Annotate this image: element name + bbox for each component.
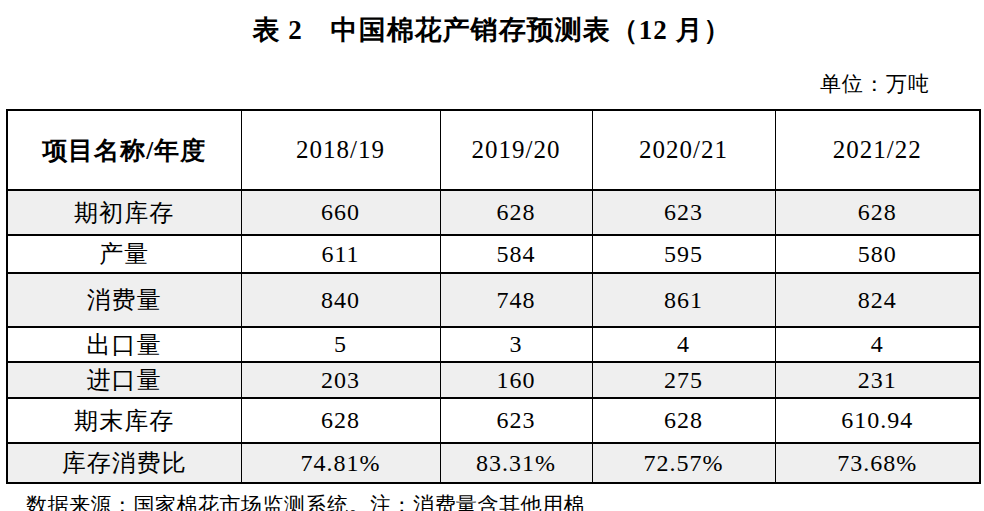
cell-value: 861 [592,273,775,327]
cell-value: 610.94 [775,398,980,443]
cell-value: 3 [440,327,592,362]
cell-value: 580 [775,235,980,273]
row-label: 期初库存 [7,190,241,235]
table-row-consumption: 消费量 840 748 861 824 [7,273,980,327]
table-row-exports: 出口量 5 3 4 4 [7,327,980,362]
cell-value: 628 [241,398,440,443]
table-row-beginning-stock: 期初库存 660 628 623 628 [7,190,980,235]
cell-value: 4 [592,327,775,362]
cell-value: 73.68% [775,443,980,483]
data-source-note: 数据来源：国家棉花市场监测系统。注：消费量含其他用棉 [0,491,984,511]
cell-value: 623 [592,190,775,235]
header-row: 项目名称/年度 2018/19 2019/20 2020/21 2021/22 [7,110,980,190]
unit-label: 单位：万吨 [0,70,984,98]
table-row-imports: 进口量 203 160 275 231 [7,362,980,398]
row-label: 库存消费比 [7,443,241,483]
table-row-stock-to-use-ratio: 库存消费比 74.81% 83.31% 72.57% 73.68% [7,443,980,483]
cell-value: 160 [440,362,592,398]
table-row-ending-stock: 期末库存 628 623 628 610.94 [7,398,980,443]
cell-value: 748 [440,273,592,327]
cell-value: 4 [775,327,980,362]
cell-value: 628 [440,190,592,235]
cell-value: 83.31% [440,443,592,483]
cell-value: 584 [440,235,592,273]
column-header-year-2020-21: 2020/21 [592,110,775,190]
row-label: 消费量 [7,273,241,327]
cell-value: 660 [241,190,440,235]
column-header-item-name: 项目名称/年度 [7,110,241,190]
cell-value: 231 [775,362,980,398]
cell-value: 623 [440,398,592,443]
cell-value: 840 [241,273,440,327]
cell-value: 824 [775,273,980,327]
cotton-forecast-table: 项目名称/年度 2018/19 2019/20 2020/21 2021/22 … [6,109,981,484]
cell-value: 275 [592,362,775,398]
cell-value: 74.81% [241,443,440,483]
row-label: 出口量 [7,327,241,362]
cell-value: 628 [775,190,980,235]
column-header-year-2019-20: 2019/20 [440,110,592,190]
row-label: 进口量 [7,362,241,398]
column-header-year-2018-19: 2018/19 [241,110,440,190]
page-title: 表 2 中国棉花产销存预测表（12 月） [0,0,984,48]
document-page: 表 2 中国棉花产销存预测表（12 月） 单位：万吨 项目名称/年度 2018/… [0,0,984,511]
table-row-production: 产量 611 584 595 580 [7,235,980,273]
cell-value: 5 [241,327,440,362]
cell-value: 595 [592,235,775,273]
cell-value: 203 [241,362,440,398]
row-label: 产量 [7,235,241,273]
column-header-year-2021-22: 2021/22 [775,110,980,190]
row-label: 期末库存 [7,398,241,443]
cell-value: 72.57% [592,443,775,483]
cell-value: 628 [592,398,775,443]
cell-value: 611 [241,235,440,273]
